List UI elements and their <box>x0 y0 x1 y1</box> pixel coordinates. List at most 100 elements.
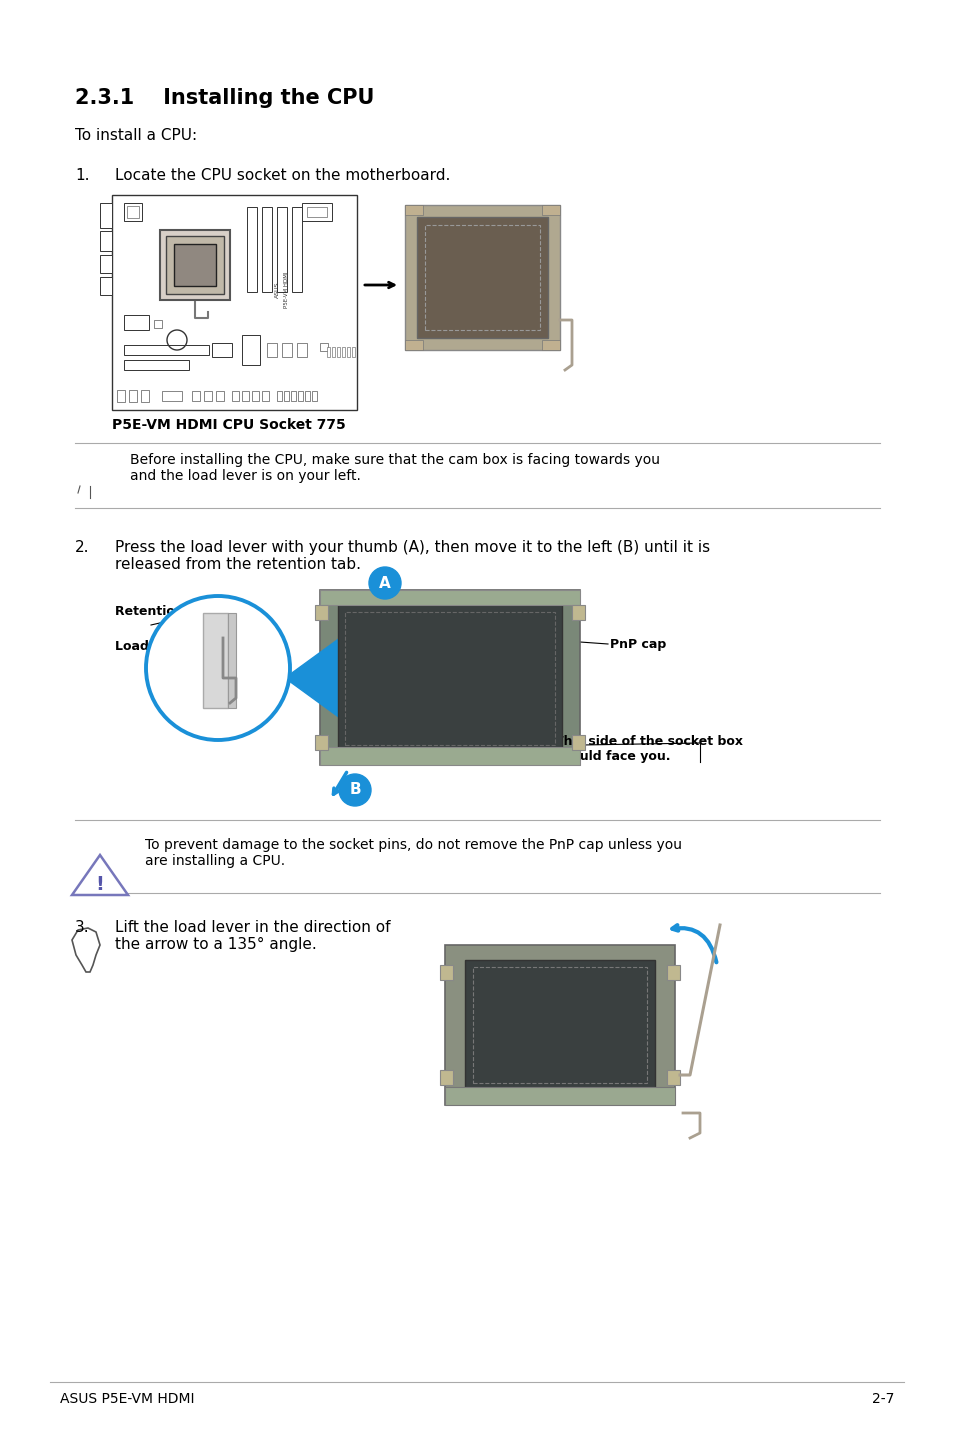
Polygon shape <box>71 856 128 894</box>
Bar <box>307 207 327 217</box>
Bar <box>124 345 209 355</box>
Bar <box>276 391 282 401</box>
Text: 3.: 3. <box>75 920 90 935</box>
Bar <box>212 344 232 357</box>
Bar <box>352 347 355 357</box>
Bar <box>572 735 584 751</box>
Bar <box>292 207 302 292</box>
Bar <box>319 590 579 605</box>
Text: To install a CPU:: To install a CPU: <box>75 128 197 142</box>
Bar <box>242 335 260 365</box>
Bar <box>232 391 239 401</box>
Bar <box>297 391 303 401</box>
Text: P5E-VM HDMI: P5E-VM HDMI <box>284 272 289 308</box>
Bar <box>124 360 189 370</box>
Bar <box>203 613 228 707</box>
Circle shape <box>146 595 290 741</box>
Bar <box>319 590 579 765</box>
Bar <box>100 232 112 252</box>
Bar <box>153 321 162 328</box>
Bar <box>332 347 335 357</box>
Text: This side of the socket box
should face you.: This side of the socket box should face … <box>555 735 742 764</box>
Bar <box>302 203 332 221</box>
Bar <box>215 391 224 401</box>
Text: B: B <box>349 782 360 798</box>
Bar <box>247 207 256 292</box>
Bar <box>173 244 215 286</box>
Bar <box>100 255 112 273</box>
Bar <box>439 1070 453 1086</box>
Bar <box>314 605 328 620</box>
Bar <box>141 390 149 403</box>
Text: Press the load lever with your thumb (A), then move it to the left (B) until it : Press the load lever with your thumb (A)… <box>115 541 709 572</box>
Bar <box>444 945 675 1104</box>
Circle shape <box>338 774 371 807</box>
Bar <box>160 230 230 301</box>
Bar <box>541 206 559 216</box>
Bar <box>284 391 289 401</box>
Text: 2.: 2. <box>75 541 90 555</box>
Bar <box>312 391 316 401</box>
Bar <box>305 391 310 401</box>
Bar <box>242 391 249 401</box>
Bar <box>124 203 142 221</box>
Bar <box>416 217 547 338</box>
Text: Load lever: Load lever <box>115 640 189 653</box>
Bar <box>424 224 539 329</box>
Bar <box>127 206 139 219</box>
Bar <box>112 196 356 410</box>
Bar <box>291 391 295 401</box>
Bar <box>347 347 350 357</box>
Bar <box>319 344 328 351</box>
Bar <box>252 391 258 401</box>
Bar <box>444 1087 675 1104</box>
Bar <box>267 344 276 357</box>
Bar <box>124 315 149 329</box>
Bar <box>405 206 422 216</box>
Text: To prevent damage to the socket pins, do not remove the PnP cap unless you
are i: To prevent damage to the socket pins, do… <box>145 838 681 869</box>
Bar <box>129 390 137 403</box>
Bar <box>314 735 328 751</box>
Text: Locate the CPU socket on the motherboard.: Locate the CPU socket on the motherboard… <box>115 168 450 183</box>
Bar <box>405 206 559 349</box>
Bar <box>262 207 272 292</box>
Text: P5E-VM HDMI CPU Socket 775: P5E-VM HDMI CPU Socket 775 <box>112 418 345 431</box>
Bar <box>541 339 559 349</box>
Bar <box>345 613 555 745</box>
Bar <box>337 605 561 752</box>
Bar <box>341 347 345 357</box>
Bar <box>204 391 212 401</box>
Bar <box>192 391 200 401</box>
Text: PnP cap: PnP cap <box>609 638 665 651</box>
Text: Lift the load lever in the direction of
the arrow to a 135° angle.: Lift the load lever in the direction of … <box>115 920 390 952</box>
Bar <box>666 965 679 981</box>
Bar <box>572 605 584 620</box>
Bar <box>228 613 235 707</box>
Bar <box>473 966 646 1083</box>
Text: 1.: 1. <box>75 168 90 183</box>
Text: 2-7: 2-7 <box>871 1392 893 1406</box>
Bar <box>464 961 655 1090</box>
Polygon shape <box>285 638 339 718</box>
Text: A: A <box>378 575 391 591</box>
Text: ASUS P5E-VM HDMI: ASUS P5E-VM HDMI <box>60 1392 194 1406</box>
Text: Before installing the CPU, make sure that the cam box is facing towards you
and : Before installing the CPU, make sure tha… <box>130 453 659 483</box>
Text: Retention tab: Retention tab <box>115 605 212 618</box>
Text: 2.3.1    Installing the CPU: 2.3.1 Installing the CPU <box>75 88 374 108</box>
Bar <box>262 391 269 401</box>
Bar <box>327 347 330 357</box>
Bar <box>100 278 112 295</box>
Bar <box>319 746 579 765</box>
Bar <box>117 390 125 403</box>
Bar <box>282 344 292 357</box>
Polygon shape <box>71 928 100 972</box>
Bar <box>296 344 307 357</box>
Bar <box>439 965 453 981</box>
Bar <box>666 1070 679 1086</box>
Bar <box>162 391 182 401</box>
Bar <box>276 207 287 292</box>
Bar <box>166 236 224 293</box>
Text: !: ! <box>95 874 104 893</box>
Bar <box>336 347 339 357</box>
Text: ASUS: ASUS <box>274 282 279 298</box>
